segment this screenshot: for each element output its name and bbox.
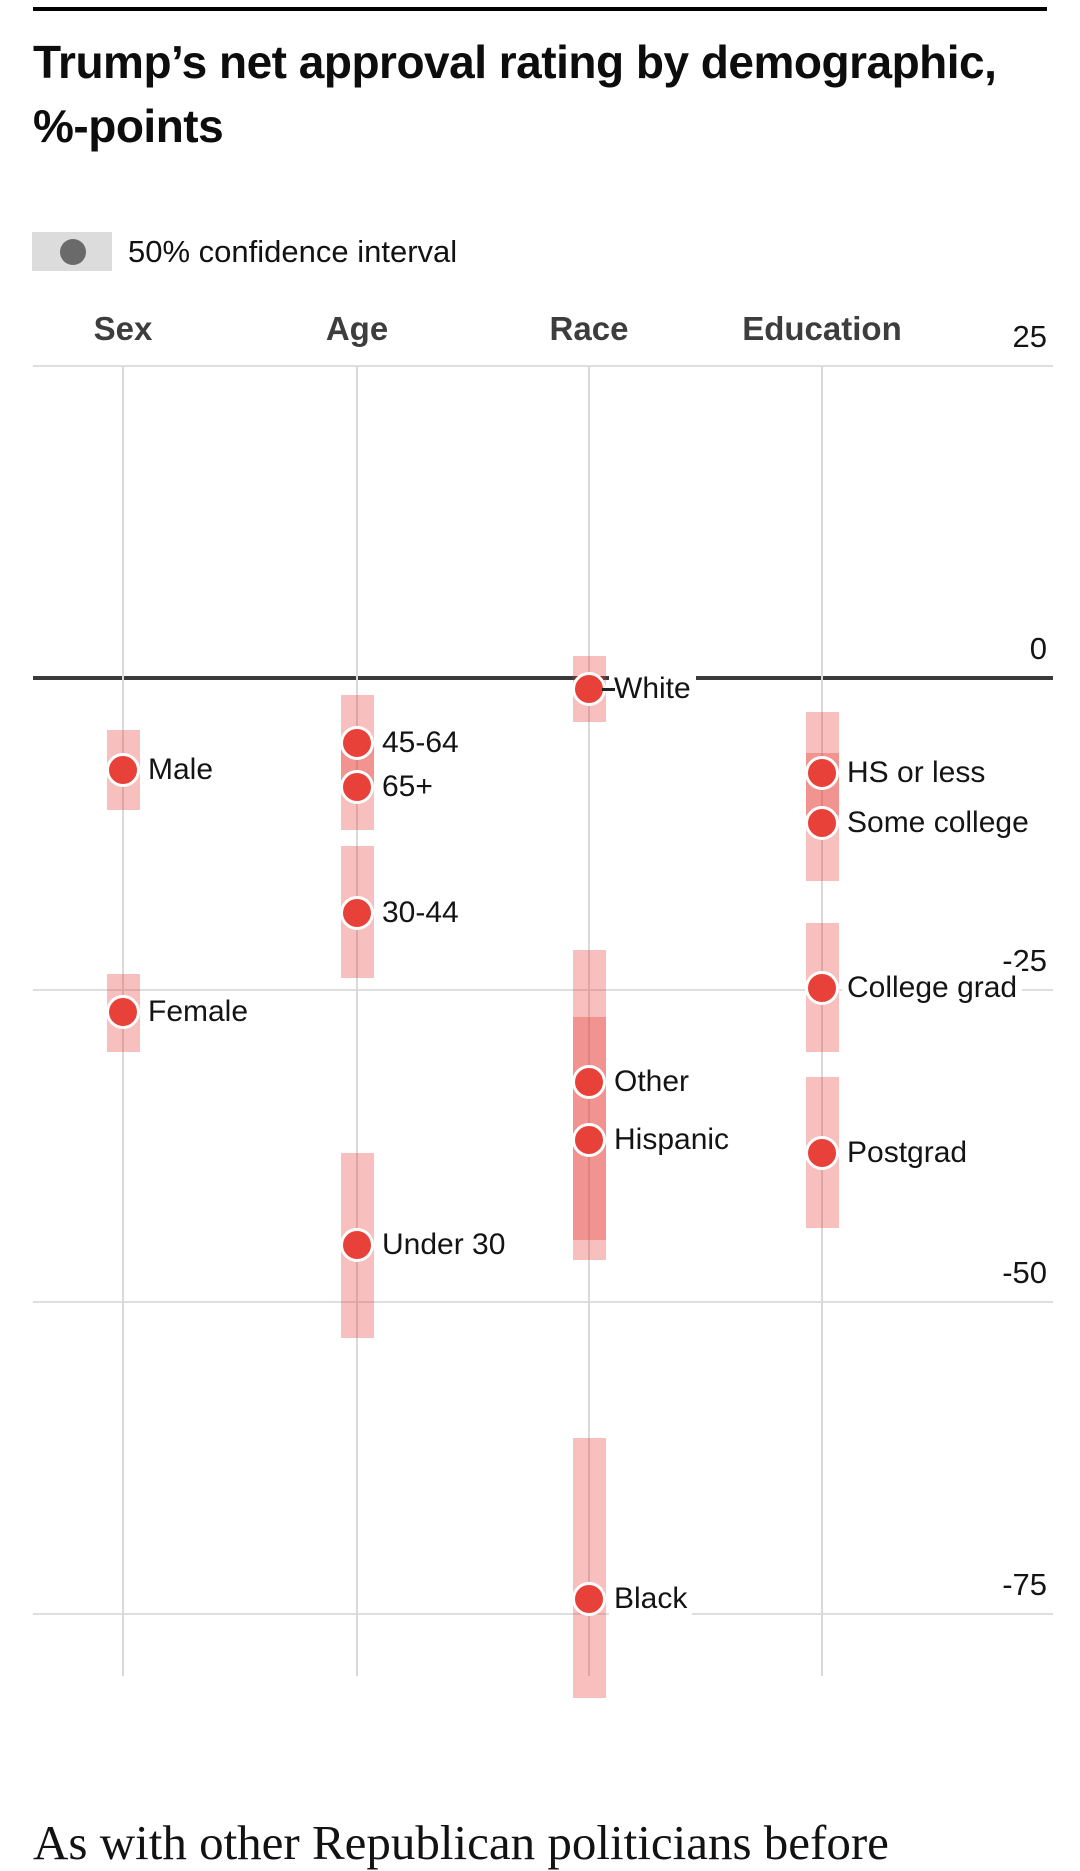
gridline-col-race (588, 366, 590, 1676)
column-header-education: Education (742, 310, 902, 347)
data-point-label-some-college: Some college (842, 801, 1034, 844)
data-point-label-male: Male (143, 749, 219, 792)
data-point-dot-male (106, 753, 140, 788)
data-point-label-other: Other (609, 1061, 695, 1104)
column-header-sex: Sex (93, 310, 153, 347)
data-point-label-postgrad: Postgrad (842, 1132, 973, 1175)
chart-title: Trump’s net approval rating by demograph… (33, 30, 1043, 158)
chart-title-line2: %-points (33, 100, 224, 152)
data-point-dot-65 (340, 769, 374, 804)
data-point-label-45-64: 45-64 (377, 721, 464, 764)
axis-tick-label--50: -50 (1002, 1255, 1047, 1290)
data-point-label-white: White (609, 668, 696, 711)
data-point-dot-white (572, 672, 606, 707)
data-point-label-hispanic: Hispanic (609, 1118, 735, 1161)
data-point-label-hs-or-less: HS or less (842, 751, 991, 794)
data-point-dot-other (572, 1065, 606, 1100)
data-point-label-65: 65+ (377, 765, 438, 808)
data-point-dot-female (106, 995, 140, 1030)
data-point-label-30-44: 30-44 (377, 891, 464, 934)
column-header-age: Age (325, 310, 389, 347)
gridline-y--75 (33, 1613, 1053, 1615)
column-header-race: Race (549, 310, 629, 347)
data-point-dot-college-grad (805, 970, 839, 1005)
ci-bar-black (573, 1438, 606, 1698)
legend-ci-swatch (32, 232, 112, 271)
article-text-snippet: As with other Republican politicians bef… (33, 1815, 889, 1870)
data-point-label-college-grad: College grad (842, 966, 1023, 1009)
zero-axis-line (33, 676, 1053, 680)
data-point-label-under-30: Under 30 (377, 1223, 511, 1266)
axis-tick-label-25: 25 (1012, 319, 1047, 354)
data-point-label-female: Female (143, 991, 254, 1034)
top-rule (33, 7, 1047, 11)
data-point-dot-some-college (805, 805, 839, 840)
data-point-dot-black (572, 1582, 606, 1617)
axis-tick-label-0: 0 (1029, 631, 1047, 666)
data-point-dot-30-44 (340, 895, 374, 930)
legend-dot-icon (60, 239, 86, 265)
data-point-dot-postgrad (805, 1136, 839, 1171)
legend-label: 50% confidence interval (128, 234, 458, 269)
data-point-label-black: Black (609, 1578, 693, 1621)
gridline-y-25 (33, 365, 1053, 367)
gridline-y--25 (33, 989, 1053, 991)
data-point-dot-hs-or-less (805, 755, 839, 790)
gridline-y--50 (33, 1301, 1053, 1303)
chart-title-line1: Trump’s net approval rating by demograph… (33, 36, 997, 88)
leader-dash-white (602, 688, 615, 692)
data-point-dot-45-64 (340, 725, 374, 760)
gridline-col-education (821, 366, 823, 1676)
gridline-col-age (356, 366, 358, 1676)
axis-tick-label--75: -75 (1002, 1567, 1047, 1602)
data-point-dot-hispanic (572, 1122, 606, 1157)
data-point-dot-under-30 (340, 1227, 374, 1262)
